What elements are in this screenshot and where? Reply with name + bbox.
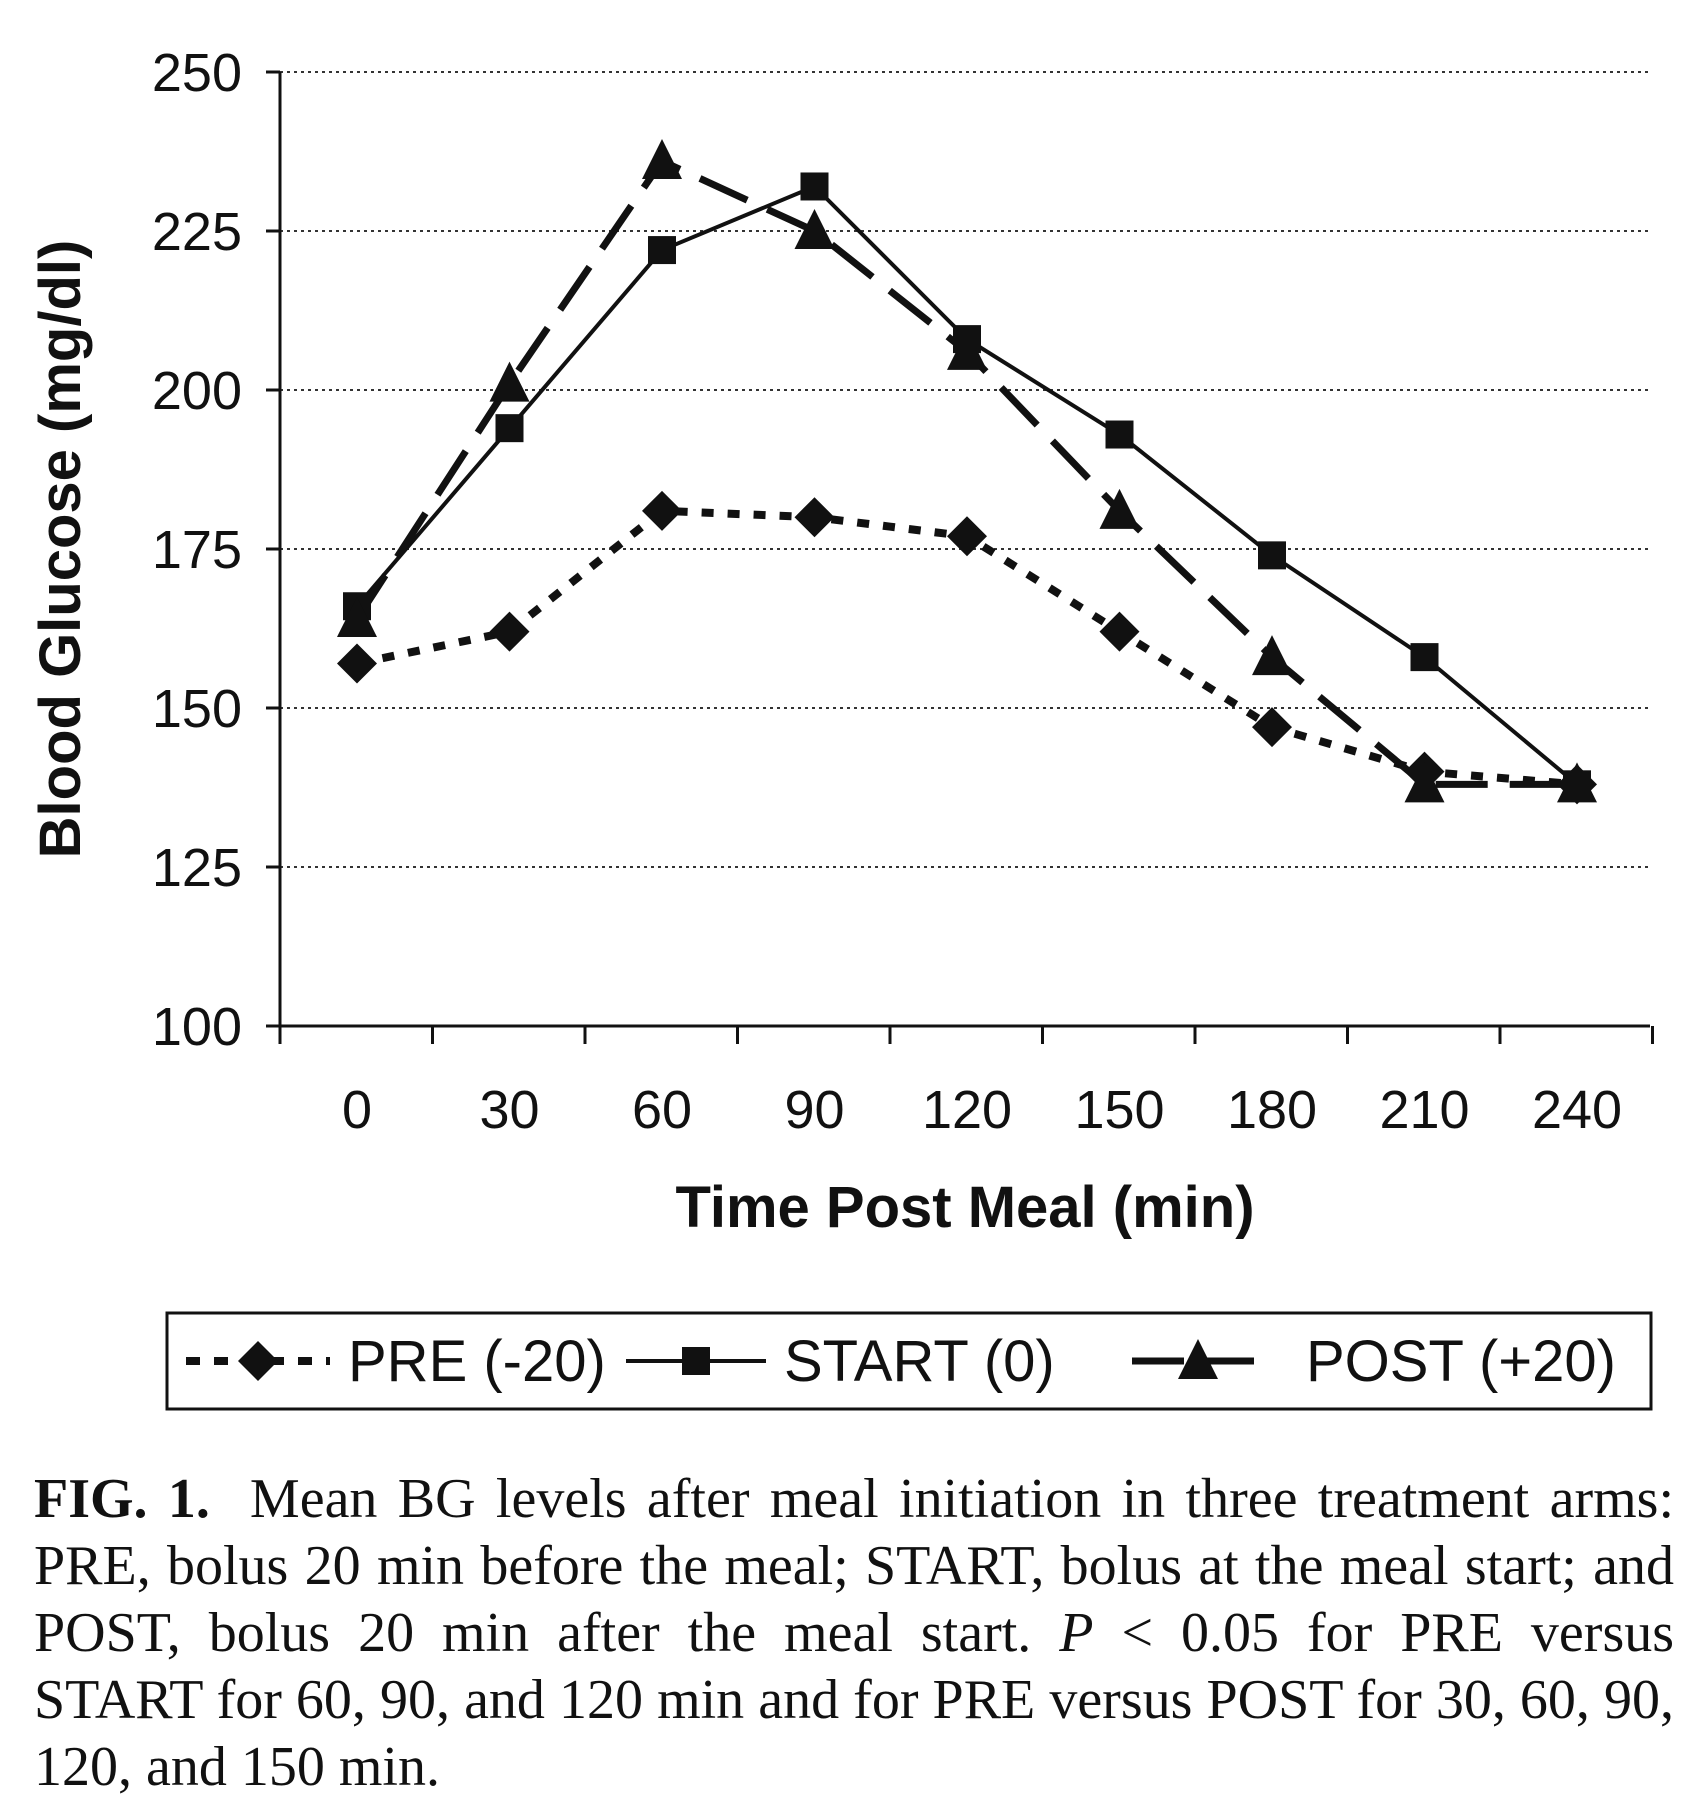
data-point-triangle: [1557, 762, 1597, 803]
axis-ticks: 100 125 150 175 200 225 250 0 30 60 90 120 150 180 210…: [152, 43, 1654, 1140]
y-tick-label: 225: [152, 202, 242, 262]
x-tick-label: 120: [922, 1080, 1012, 1140]
data-point-diamond: [794, 497, 835, 538]
series-line-square: [355, 184, 1579, 786]
data-point-triangle: [1404, 762, 1445, 803]
legend-box: [165, 1311, 1653, 1411]
y-tick-label: 150: [152, 679, 242, 739]
data-point-diamond: [337, 643, 377, 684]
y-tick-label: 100: [152, 997, 242, 1057]
legend-items: PRE (-20) START (0) POST (+20): [186, 1329, 1616, 1394]
x-tick-label: 180: [1227, 1080, 1317, 1140]
x-tick-label: 150: [1074, 1080, 1164, 1140]
data-point-triangle: [947, 329, 987, 370]
grid-lines: [280, 71, 1650, 868]
x-tick-label: 90: [784, 1080, 844, 1140]
y-tick-label: 250: [152, 43, 242, 103]
legend-label: PRE (-20): [348, 1329, 606, 1394]
data-point-triangle: [489, 361, 530, 402]
data-point-diamond: [947, 516, 987, 557]
x-axis-title: Time Post Meal (min): [675, 1175, 1254, 1240]
caption-label: FIG. 1.: [34, 1468, 210, 1530]
data-point-diamond: [1252, 707, 1292, 748]
data-point-triangle: [642, 139, 682, 180]
y-tick-label: 175: [152, 520, 242, 580]
legend: PRE (-20) START (0) POST (+20): [165, 1311, 1653, 1411]
legend-label: POST (+20): [1306, 1329, 1616, 1394]
data-point-diamond: [642, 490, 682, 531]
data-point-square: [495, 414, 524, 443]
figure-caption: FIG. 1. Mean BG levels after meal initiat…: [34, 1466, 1674, 1801]
series-markers: [337, 139, 1597, 805]
series-line-triangle: [354, 157, 1577, 788]
legend-marker-triangle: [1178, 1339, 1218, 1379]
legend-label: START (0): [784, 1329, 1055, 1394]
data-point-triangle: [337, 596, 377, 637]
legend-marker-diamond: [238, 1341, 278, 1381]
legend-marker-square: [682, 1347, 710, 1375]
y-tick-label: 200: [152, 361, 242, 421]
series-lines: [354, 157, 1579, 789]
x-tick-label: 210: [1379, 1080, 1469, 1140]
caption-p-symbol: P: [1059, 1602, 1094, 1664]
y-tick-label: 125: [152, 838, 242, 898]
caption-text-before-p: Mean BG levels after meal initiation in …: [34, 1468, 1675, 1664]
x-tick-label: 30: [479, 1080, 539, 1140]
caption-text-after-p: < 0.05 for PRE versus START for 60, 90, …: [34, 1602, 1675, 1798]
data-point-diamond: [1099, 611, 1140, 652]
x-tick-label: 240: [1532, 1080, 1622, 1140]
data-point-square: [800, 172, 829, 201]
data-point-triangle: [794, 209, 835, 249]
y-axis-title: Blood Glucose (mg/dl): [28, 240, 93, 859]
data-point-square: [1410, 643, 1439, 672]
x-tick-label: 0: [342, 1080, 372, 1140]
data-point-square: [648, 236, 676, 265]
data-point-square: [1105, 420, 1134, 449]
data-point-diamond: [489, 611, 530, 652]
data-point-triangle: [1099, 488, 1140, 529]
data-point-square: [1258, 541, 1286, 570]
data-point-triangle: [1252, 635, 1292, 676]
x-tick-label: 60: [632, 1080, 692, 1140]
line-chart: 100 125 150 175 200 225 250 0 30 60 90 120 150 180 210…: [28, 43, 1654, 1240]
